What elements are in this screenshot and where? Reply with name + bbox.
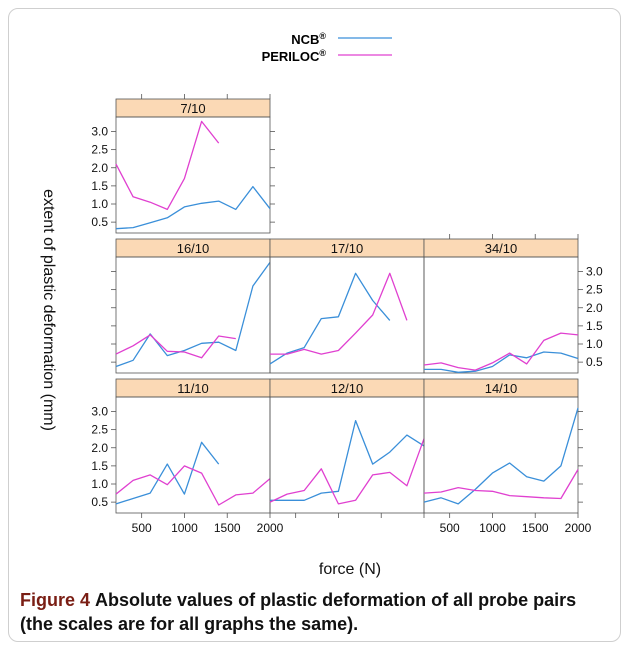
panel-34-10: 34/10 — [423, 238, 579, 374]
panels: 7/10 16/10 17/10 34/10 11/10 12/10 14/10 — [115, 98, 579, 514]
y-axis-label: extent of plastic deformation (mm) — [40, 189, 57, 431]
panel-border — [115, 116, 271, 234]
y-tick-label: 2.5 — [586, 283, 603, 297]
figure-caption: Figure 4 Absolute values of plastic defo… — [20, 588, 610, 636]
x-tick-label: 1500 — [522, 521, 549, 535]
panel-title: 7/10 — [180, 101, 205, 116]
legend-label-periloc: PERILOC® — [262, 48, 327, 64]
y-tick-label: 1.5 — [586, 319, 603, 333]
panel-11-10: 11/10 — [115, 378, 271, 514]
y-tick-label: 1.0 — [91, 477, 108, 491]
series-line-ncb — [423, 407, 579, 505]
panel-title: 16/10 — [177, 241, 210, 256]
panel-border — [115, 396, 271, 514]
panel-title: 11/10 — [177, 381, 209, 396]
series-line-periloc — [270, 272, 408, 355]
y-tick-label: 2.5 — [91, 423, 108, 437]
figure-frame — [8, 8, 621, 642]
panel-border — [423, 256, 579, 374]
legend: NCB® PERILOC® — [262, 31, 392, 64]
y-tick-label: 2.0 — [91, 441, 108, 455]
x-tick-label: 2000 — [565, 521, 592, 535]
series-line-periloc — [423, 332, 579, 371]
panel-border — [115, 256, 271, 374]
series-line-periloc — [423, 469, 579, 500]
y-tick-label: 1.0 — [91, 197, 108, 211]
y-tick-label: 1.5 — [91, 459, 108, 473]
panel-title: 34/10 — [485, 241, 518, 256]
y-tick-label: 0.5 — [91, 215, 108, 229]
panel-title: 14/10 — [485, 381, 518, 396]
x-tick-label: 1500 — [214, 521, 241, 535]
trellis-line-chart: NCB® PERILOC® 7/10 16/10 17/10 34/10 11/10 12… — [40, 31, 603, 578]
panel-7-10: 7/10 — [115, 98, 271, 234]
legend-label-ncb: NCB® — [291, 31, 326, 47]
x-tick-label: 1000 — [479, 521, 506, 535]
series-line-ncb — [270, 419, 425, 501]
x-tick-label: 500 — [132, 521, 152, 535]
series-line-periloc — [115, 120, 220, 211]
panel-16-10: 16/10 — [115, 238, 271, 374]
series-line-ncb — [115, 262, 271, 368]
series-line-ncb — [115, 441, 220, 505]
panel-17-10: 17/10 — [269, 238, 425, 374]
panel-title: 12/10 — [331, 381, 364, 396]
y-tick-label: 1.0 — [586, 337, 603, 351]
y-tick-label: 0.5 — [91, 495, 108, 509]
panel-title: 17/10 — [331, 241, 364, 256]
panel-border — [269, 256, 425, 374]
y-tick-label: 3.0 — [91, 405, 108, 419]
y-tick-label: 0.5 — [586, 355, 603, 369]
x-tick-label: 500 — [440, 521, 460, 535]
series-line-periloc — [115, 334, 236, 359]
series-line-ncb — [269, 272, 391, 365]
panel-14-10: 14/10 — [423, 378, 579, 514]
y-tick-label: 2.5 — [91, 143, 108, 157]
y-tick-label: 2.0 — [91, 161, 108, 175]
x-axis-label: force (N) — [319, 561, 381, 578]
series-line-periloc — [269, 438, 425, 505]
y-tick-label: 3.0 — [91, 125, 108, 139]
series-line-ncb — [115, 185, 271, 230]
y-tick-label: 1.5 — [91, 179, 108, 193]
caption-label: Figure 4 — [20, 590, 91, 610]
y-tick-label: 3.0 — [586, 265, 603, 279]
x-tick-label: 1000 — [171, 521, 198, 535]
axes: 0.5 1.0 1.5 2.0 2.5 3.0 0.5 1.0 1.5 2.0 2.5 3.0 0.5 1… — [91, 94, 603, 535]
caption-text: Absolute values of plastic deformation o… — [20, 590, 577, 634]
x-tick-label: 2000 — [257, 521, 284, 535]
panel-12-10: 12/10 — [269, 378, 425, 514]
panel-border — [423, 396, 579, 514]
series-line-ncb — [424, 351, 579, 373]
y-tick-label: 2.0 — [586, 301, 603, 315]
series-line-periloc — [115, 465, 271, 506]
